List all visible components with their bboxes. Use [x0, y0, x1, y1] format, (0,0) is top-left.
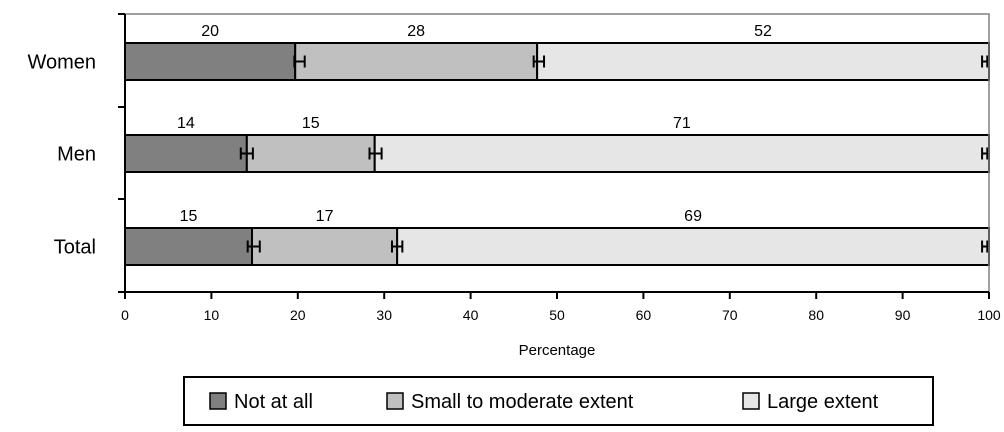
- bar-women-segment-1: [124, 42, 297, 81]
- error-bars-layer: [239, 55, 989, 253]
- x-tick-label-80: 80: [808, 307, 824, 323]
- legend-item-3: Large extent: [742, 391, 879, 413]
- x-tick-label-70: 70: [722, 307, 738, 323]
- bar-men-segment-2: [245, 134, 376, 173]
- error-bar-women-1: [293, 55, 306, 68]
- x-tick-label-40: 40: [463, 307, 479, 323]
- bar-women-segment-2: [294, 42, 539, 81]
- legend-label: Large extent: [767, 391, 879, 413]
- data-label-women-1: 20: [201, 23, 219, 40]
- x-tick-label-10: 10: [204, 307, 220, 323]
- data-label-men-2: 15: [302, 115, 320, 132]
- category-labels-layer: Women Men Total: [27, 52, 96, 259]
- data-label-total-2: 17: [316, 208, 334, 225]
- legend-swatch: [209, 392, 227, 410]
- data-label-women-2: 28: [407, 23, 425, 40]
- error-bar-total-3: [981, 240, 989, 253]
- error-bar-total-1: [246, 240, 261, 253]
- data-label-men-1: 14: [177, 115, 195, 132]
- x-tick-label-60: 60: [636, 307, 652, 323]
- legend-item-2: Small to moderate extent: [386, 391, 634, 413]
- error-bar-women-3: [981, 55, 989, 68]
- axes-layer: 0 10 20 30 40 50 60 70 80 90 100: [118, 13, 1001, 323]
- bar-women-segment-3: [536, 42, 990, 81]
- bar-men-segment-3: [373, 134, 991, 173]
- legend-swatch: [742, 392, 760, 410]
- legend-box: [183, 376, 934, 426]
- error-bar-men-3: [981, 147, 989, 160]
- legend-label: Not at all: [234, 391, 313, 413]
- data-label-total-3: 69: [684, 208, 702, 225]
- legend: Not at all Small to moderate extent Large …: [183, 376, 934, 426]
- bar-total-segment-2: [251, 227, 399, 266]
- error-bar-total-2: [390, 240, 404, 253]
- category-label-women: Women: [27, 52, 96, 74]
- category-label-men: Men: [57, 144, 96, 166]
- error-bar-men-1: [239, 147, 254, 160]
- bar-total-segment-3: [396, 227, 991, 266]
- bar-total-segment-1: [124, 227, 254, 266]
- data-label-men-3: 71: [673, 115, 691, 132]
- x-tick-label-90: 90: [895, 307, 911, 323]
- x-axis-title: Percentage: [519, 342, 596, 359]
- error-bar-women-2: [532, 55, 546, 68]
- x-tick-label-100: 100: [977, 307, 1001, 323]
- legend-item-1: Not at all: [209, 391, 313, 413]
- x-tick-label-20: 20: [290, 307, 306, 323]
- data-label-women-3: 52: [754, 23, 772, 40]
- category-label-total: Total: [54, 237, 96, 259]
- legend-swatch: [386, 392, 404, 410]
- data-label-total-1: 15: [180, 208, 198, 225]
- error-bar-men-2: [368, 147, 383, 160]
- x-tick-label-0: 0: [121, 307, 129, 323]
- legend-label: Small to moderate extent: [411, 391, 634, 413]
- bars-layer: [124, 42, 991, 266]
- x-tick-label-50: 50: [549, 307, 565, 323]
- data-labels-layer: 20 28 52 14 15 71 15 17 69: [177, 23, 772, 225]
- x-tick-label-30: 30: [376, 307, 392, 323]
- bar-men-segment-1: [124, 134, 248, 173]
